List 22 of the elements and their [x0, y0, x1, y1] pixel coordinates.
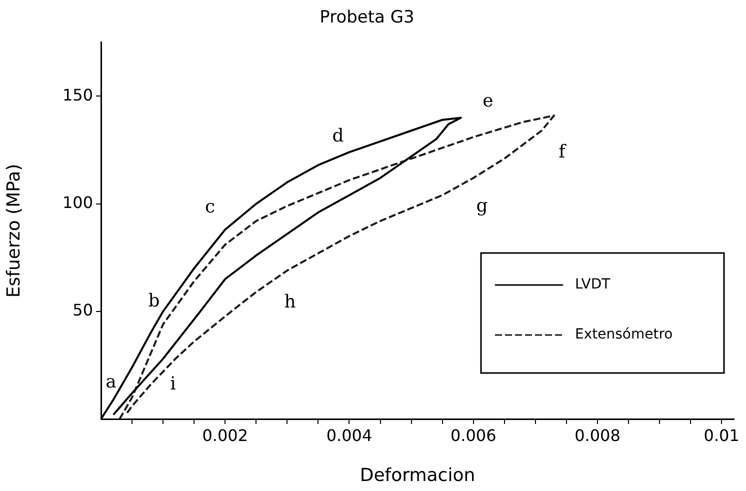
- annotation: b: [148, 290, 160, 312]
- y-axis-title: Esfuerzo (MPa): [3, 164, 24, 298]
- x-axis-title: Deformacion: [360, 464, 476, 486]
- x-tick-label: 0.008: [574, 426, 620, 445]
- y-tick-label: 100: [62, 192, 93, 212]
- y-tick-label: 150: [62, 85, 93, 104]
- x-tick-label: 0.01: [704, 426, 740, 445]
- annotation: c: [204, 196, 216, 218]
- annotation: g: [476, 196, 488, 217]
- y-tick-label: 50: [72, 300, 93, 320]
- x-tick-label: 0.002: [202, 426, 248, 445]
- x-tick-label: 0.004: [326, 426, 372, 445]
- annotation: h: [284, 292, 296, 313]
- annotation: e: [482, 90, 494, 112]
- chart-title: Probeta G3: [320, 8, 414, 28]
- annotation: i: [170, 374, 176, 395]
- annotation: a: [106, 372, 117, 393]
- annotation: d: [332, 126, 344, 147]
- x-tick-label: 0.006: [450, 426, 496, 445]
- legend-label: Extensómetro: [575, 326, 673, 343]
- annotation: f: [558, 142, 567, 163]
- legend-label: LVDT: [575, 276, 611, 293]
